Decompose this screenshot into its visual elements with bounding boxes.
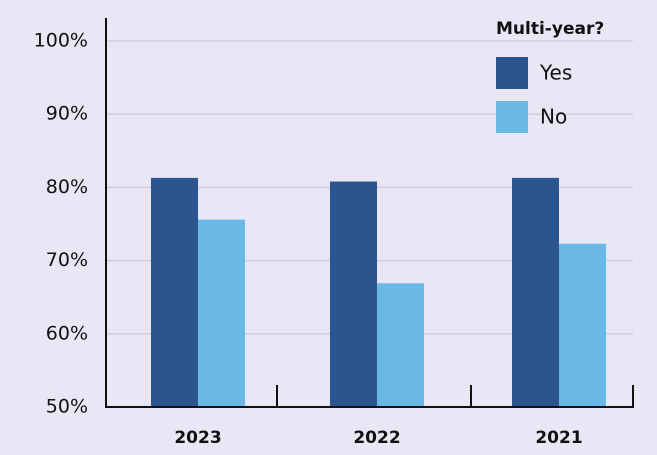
y-tick-label: 50% (46, 396, 88, 418)
legend-title: Multi-year? (496, 19, 604, 39)
y-tick-label: 70% (46, 249, 88, 271)
legend-swatch (496, 101, 528, 133)
y-tick-label: 60% (46, 322, 88, 344)
x-tick-label: 2023 (174, 428, 221, 448)
bar (559, 243, 606, 407)
bars (151, 177, 606, 407)
bar (377, 283, 424, 407)
bar (330, 181, 377, 407)
x-tick-label: 2022 (353, 428, 400, 448)
bar (151, 177, 198, 407)
legend-swatch (496, 57, 528, 89)
x-tick-label: 2021 (535, 428, 582, 448)
y-tick-label: 80% (46, 176, 88, 198)
y-tick-label: 100% (34, 30, 88, 52)
bar (198, 219, 245, 407)
legend-label: No (540, 105, 567, 129)
legend-label: Yes (539, 61, 572, 85)
y-tick-label: 90% (46, 103, 88, 125)
bar (512, 177, 559, 407)
